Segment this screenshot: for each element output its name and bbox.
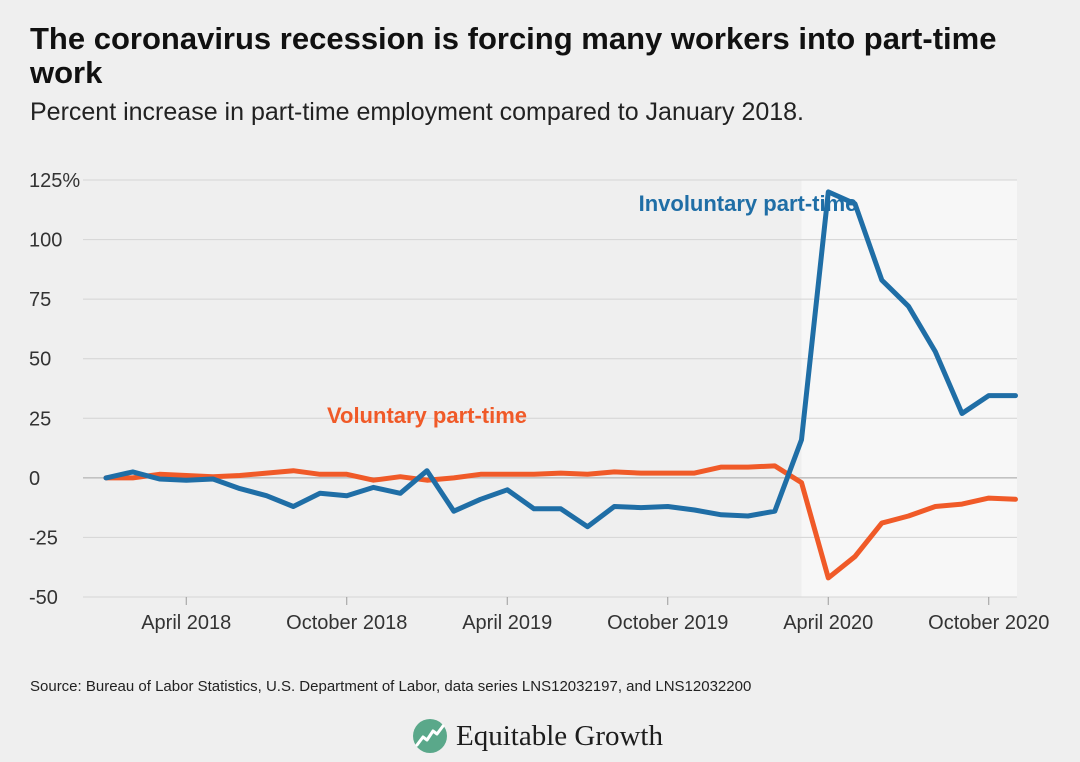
y-tick-label: 50	[29, 349, 51, 371]
x-tick-label: October 2019	[607, 612, 728, 634]
brand-logo: Equitable Growth	[412, 713, 663, 759]
series-layer	[103, 189, 1018, 581]
series-label: Voluntary part-time	[327, 403, 527, 428]
source-note: Source: Bureau of Labor Statistics, U.S.…	[30, 678, 752, 695]
chart-subtitle: Percent increase in part-time employment…	[30, 98, 804, 126]
x-axis-ticks: April 2018 October 2018 April 2019 October …	[141, 597, 1049, 634]
y-tick-label: 75	[29, 289, 51, 311]
y-tick-label: -25	[29, 527, 58, 549]
shaded-recession-region-layer	[801, 180, 1017, 597]
y-axis-ticks: 125% 100 75 50 25 0 -25 -50	[29, 170, 80, 609]
x-tick-label: April 2020	[783, 612, 873, 634]
chart-title: The coronavirus recession is forcing man…	[30, 21, 997, 90]
y-tick-label: 0	[29, 468, 40, 490]
x-tick-label: October 2020	[928, 612, 1049, 634]
y-tick-label: 25	[29, 408, 51, 430]
brand-name: Equitable Growth	[456, 719, 663, 752]
series-line-involuntary-part-time	[103, 189, 1018, 530]
y-tick-label: 100	[29, 230, 62, 252]
shaded-recession-region	[801, 180, 1017, 597]
growth-chart-icon	[413, 719, 447, 753]
gridlines-layer	[83, 179, 1017, 598]
x-tick-label: October 2018	[286, 612, 407, 634]
y-tick-label: 125%	[29, 170, 80, 192]
series-line-voluntary-part-time	[103, 463, 1018, 581]
series-labels: Involuntary part-time Voluntary part-time	[327, 191, 857, 428]
x-tick-label: April 2018	[141, 612, 231, 634]
y-tick-label: -50	[29, 587, 58, 609]
line-chart: 125% 100 75 50 25 0 -25 -50 April 2018 October 2…	[29, 170, 1049, 634]
x-tick-label: April 2019	[462, 612, 552, 634]
series-label: Involuntary part-time	[639, 191, 858, 216]
